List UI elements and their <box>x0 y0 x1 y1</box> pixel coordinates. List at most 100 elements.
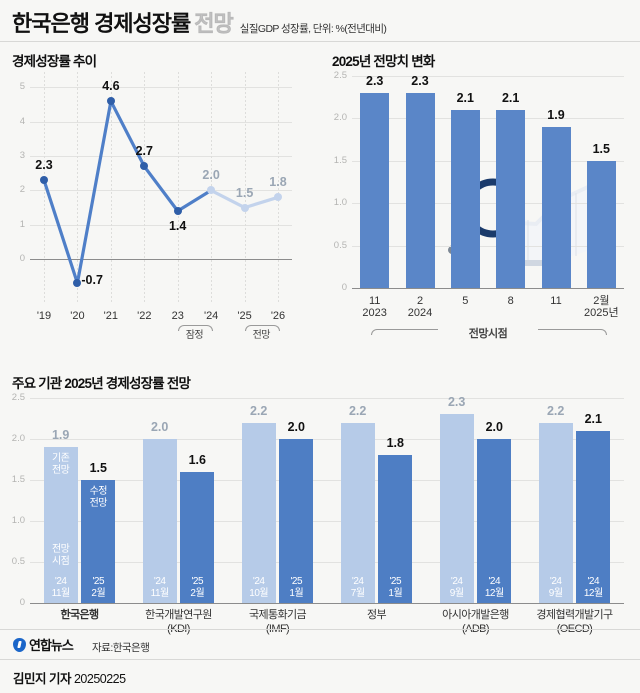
bar-date-label: '24 9월 <box>449 576 464 599</box>
y-tick-label: 1.0 <box>11 515 25 526</box>
legend-date-label: 전망 시점 <box>51 544 70 567</box>
bar-value-label: 2.2 <box>249 403 268 418</box>
x-gridline <box>77 72 79 302</box>
x-tick-label: 2 2024 <box>407 295 433 319</box>
y-tick-label: 2.0 <box>333 112 347 124</box>
bar-value-label: 2.2 <box>546 403 565 418</box>
chart-trend-title: 경제성장률 추이 <box>12 54 97 69</box>
bar-date-label: '24 9월 <box>548 576 563 599</box>
x-tick-label: 2월 2025년 <box>584 295 619 319</box>
y-tick-label: 4 <box>19 115 25 127</box>
data-point <box>173 207 182 215</box>
x-tick-label: '19 <box>36 310 52 322</box>
data-point-label: 1.5 <box>235 185 254 200</box>
data-point <box>140 162 149 171</box>
x-gridline <box>144 72 146 302</box>
bar <box>541 126 571 288</box>
data-point <box>274 193 282 202</box>
y-tick-label: 2.0 <box>11 433 25 444</box>
y-tick-label: 5 <box>19 81 25 93</box>
x-gridline <box>110 72 112 302</box>
bar <box>496 109 526 288</box>
data-point-label: 1.4 <box>168 219 187 233</box>
bar-revised: '25 1월 <box>378 455 413 603</box>
bar-value-label: 1.9 <box>51 428 70 443</box>
bar-value-label: 2.3 <box>366 74 384 88</box>
chart-trend: 0 1 2 3 4 5 2.3 -0.7 4.6 2.7 1.4 2.0 1.5 1.8 <box>20 72 292 302</box>
gridline <box>30 439 624 440</box>
data-point-label: -0.7 <box>81 273 103 288</box>
x-tick-label: '22 <box>137 310 152 322</box>
bar-existing: '24 11월 기존 전망 전망 시점 <box>43 447 78 603</box>
bar-revised: '25 2월 수정 전망 <box>81 480 116 603</box>
institution-label: 한국은행 <box>60 609 99 621</box>
y-tick-label: 1.5 <box>333 154 347 166</box>
bar-value-label: 2.0 <box>287 420 305 434</box>
institution-label: 정부 <box>366 609 387 621</box>
bar-date-label: '24 11월 <box>150 576 170 599</box>
institution-label: 경제협력개발기구 (OECD) <box>536 609 613 635</box>
x-tick-label: 11 2023 <box>362 295 387 319</box>
gridline <box>352 288 624 289</box>
gridline <box>30 603 624 604</box>
y-tick-label: 0.5 <box>333 239 347 251</box>
x-gridline <box>44 72 45 302</box>
bar-value-label: 1.8 <box>386 436 404 451</box>
bar-revised: '24 12월 <box>576 430 611 603</box>
x-tick-label: 23 <box>171 310 184 322</box>
bar-revised: '25 2월 <box>180 471 215 603</box>
brace-label: 전망 <box>252 330 271 341</box>
gridline <box>30 224 292 226</box>
bar-value-label: 2.1 <box>456 90 474 105</box>
bar-value-label: 2.2 <box>348 403 367 418</box>
bar <box>405 93 435 288</box>
gridline <box>352 76 624 77</box>
data-point-label: 2.3 <box>35 158 53 173</box>
header-divider <box>0 41 640 42</box>
y-tick-label: 0.5 <box>11 556 25 567</box>
bar-revised: '25 1월 <box>279 439 314 603</box>
yonhap-logo-text: 연합뉴스 <box>29 638 74 653</box>
bar <box>360 93 390 288</box>
x-tick-label: 11 <box>550 295 562 307</box>
bar-value-label: 2.0 <box>150 420 169 434</box>
bar <box>586 160 616 288</box>
gridline <box>30 259 292 261</box>
chart-institutions-title: 주요 기관 2025년 경제성장률 전망 <box>12 376 191 391</box>
y-tick-label: 2.5 <box>11 392 25 403</box>
brace-label: 잠정 <box>185 330 204 341</box>
data-point <box>207 186 216 195</box>
gridline <box>352 245 624 247</box>
page-subtitle: 실질GDP 성장률, 단위: %(전년대비) <box>239 23 387 35</box>
x-tick-label: '20 <box>70 310 85 322</box>
gridline <box>30 521 624 522</box>
bar-date-label: '25 1월 <box>289 576 304 599</box>
data-point <box>40 176 48 185</box>
footer-divider-bottom <box>0 659 640 660</box>
y-tick-label: 0 <box>19 597 25 608</box>
gridline <box>30 562 624 563</box>
gridline <box>30 121 292 123</box>
bar-date-label: '24 10월 <box>249 576 269 599</box>
bar-date-label: '24 7월 <box>350 576 365 599</box>
gridline <box>352 203 624 205</box>
y-tick-label: 0 <box>341 282 347 293</box>
bar-date-label: '24 12월 <box>484 576 504 599</box>
yonhap-mark-icon <box>13 637 26 652</box>
x-tick-label: '24 <box>203 310 219 322</box>
y-tick-label: 2 <box>19 184 25 196</box>
bar-value-label: 1.5 <box>592 141 610 156</box>
bar-value-label: 2.1 <box>584 411 602 426</box>
x-tick-label: '21 <box>103 310 119 322</box>
header: 한국은행 경제성장률 전망 실질GDP 성장률, 단위: %(전년대비) <box>12 6 628 40</box>
data-point-label: 2.0 <box>202 168 220 183</box>
source-note: 자료:한국은행 <box>92 642 150 654</box>
bar <box>450 109 480 288</box>
gridline <box>30 87 292 89</box>
y-tick-label: 3 <box>19 150 25 162</box>
y-tick-label: 0 <box>19 253 25 265</box>
brace-line <box>177 325 214 331</box>
bar-existing: '24 10월 <box>241 422 276 603</box>
x-tick-label: '25 <box>237 310 252 322</box>
